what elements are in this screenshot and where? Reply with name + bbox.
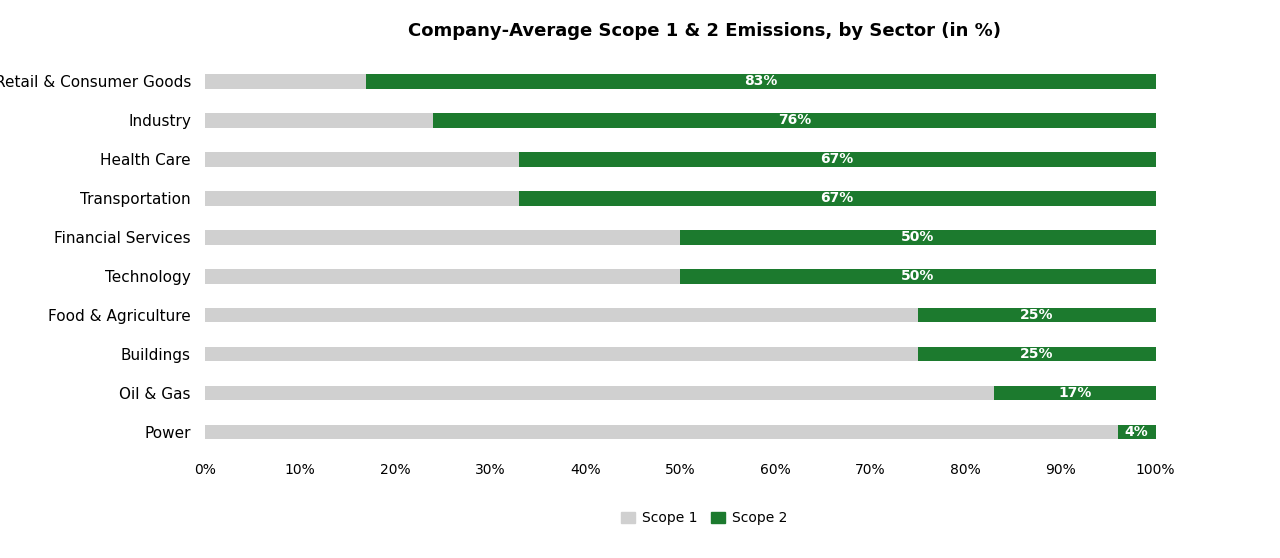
Bar [995, 386, 1156, 400]
Legend: Scope 1, Scope 2: Scope 1, Scope 2 [616, 506, 792, 531]
Text: 50%: 50% [901, 269, 934, 283]
Bar [918, 347, 1156, 362]
Text: 83%: 83% [745, 74, 778, 89]
Text: 67%: 67% [820, 191, 854, 205]
Text: 25%: 25% [1020, 347, 1053, 361]
Bar [205, 269, 1156, 283]
Text: 67%: 67% [820, 152, 854, 166]
Text: 50%: 50% [901, 230, 934, 244]
Bar [1117, 425, 1156, 439]
Bar [433, 113, 1156, 128]
Bar [205, 152, 1156, 167]
Bar [366, 74, 1156, 89]
Bar [205, 191, 1156, 206]
Bar [205, 307, 1156, 323]
Bar [680, 269, 1156, 283]
Bar [205, 386, 1156, 400]
Bar [518, 191, 1156, 206]
Bar [205, 74, 1156, 89]
Bar [205, 113, 1156, 128]
Text: 76%: 76% [778, 113, 812, 127]
Bar [518, 152, 1156, 167]
Text: 17%: 17% [1059, 386, 1092, 400]
Bar [205, 230, 1156, 244]
Bar [918, 307, 1156, 323]
Text: 4%: 4% [1125, 425, 1148, 439]
Bar [205, 347, 1156, 362]
Bar [205, 425, 1156, 439]
Text: 25%: 25% [1020, 308, 1053, 322]
Bar [680, 230, 1156, 244]
Title: Company-Average Scope 1 & 2 Emissions, by Sector (in %): Company-Average Scope 1 & 2 Emissions, b… [407, 22, 1001, 40]
